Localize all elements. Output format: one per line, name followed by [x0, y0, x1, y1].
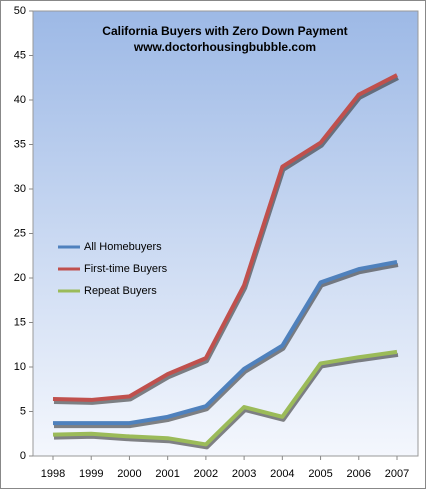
x-tick-label: 1999 — [79, 468, 103, 480]
y-tick-label: 40 — [14, 94, 26, 106]
x-tick-label: 2004 — [270, 468, 294, 480]
chart-subtitle: www.doctorhousingbubble.com — [133, 40, 316, 54]
x-tick-label: 2005 — [308, 468, 332, 480]
legend-label: Repeat Buyers — [84, 285, 157, 297]
series-line — [53, 260, 398, 426]
y-tick-label: 20 — [14, 272, 26, 284]
line-shadow — [54, 263, 399, 429]
y-tick-label: 45 — [14, 49, 26, 61]
x-tick-label: 2000 — [117, 468, 141, 480]
chart-title: California Buyers with Zero Down Payment — [102, 24, 347, 38]
y-tick-label: 10 — [14, 361, 26, 373]
plot-area — [32, 10, 419, 457]
x-tick-label: 2007 — [385, 468, 409, 480]
x-tick-label: 1998 — [41, 468, 65, 480]
legend-label: First-time Buyers — [84, 263, 168, 275]
legend-label: All Homebuyers — [84, 241, 162, 253]
y-tick-label: 5 — [20, 405, 26, 417]
y-tick-label: 0 — [20, 450, 26, 462]
y-tick-label: 30 — [14, 183, 26, 195]
line-shadow — [53, 76, 399, 405]
series-line — [52, 73, 398, 402]
x-tick-label: 2006 — [347, 468, 371, 480]
x-tick-label: 2001 — [155, 468, 179, 480]
x-tick-label: 2002 — [194, 468, 218, 480]
y-tick-label: 15 — [14, 316, 26, 328]
y-tick-label: 35 — [14, 138, 26, 150]
y-tick-label: 25 — [14, 227, 26, 239]
series-line — [52, 349, 398, 447]
line-shadow — [53, 352, 399, 450]
y-tick-label: 50 — [14, 5, 26, 17]
x-tick-label: 2003 — [232, 468, 256, 480]
